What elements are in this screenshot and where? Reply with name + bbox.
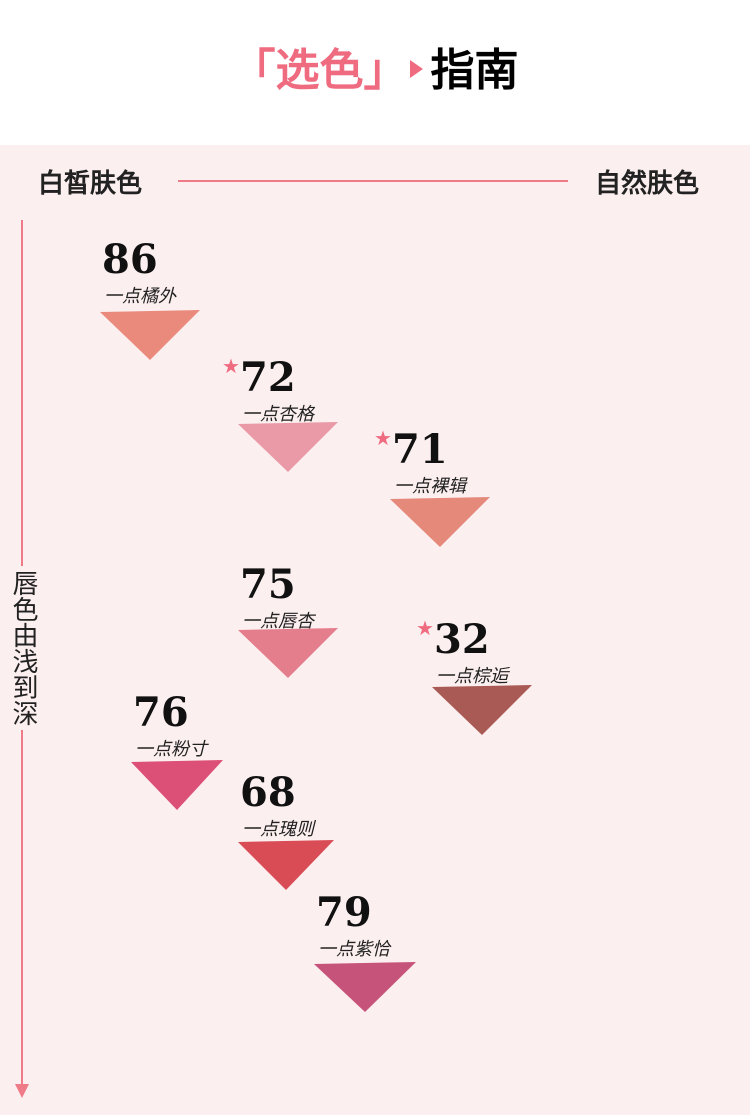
swatch xyxy=(100,310,200,360)
star: ★ xyxy=(374,426,392,450)
left-label: 白皙肤色 xyxy=(38,169,143,199)
shade-code: 68 xyxy=(240,769,296,816)
swatch xyxy=(131,760,223,810)
swatch xyxy=(432,685,532,735)
swatch-shape xyxy=(390,497,490,547)
shade-code: 72 xyxy=(240,354,296,401)
swatch xyxy=(238,422,338,472)
shade-code: 86 xyxy=(102,236,158,283)
shade-name: 一点棕逅 xyxy=(436,666,508,687)
title-main: 指南 xyxy=(430,45,519,96)
shade-code: 76 xyxy=(133,689,189,736)
swatch xyxy=(238,840,334,890)
shade-name: 一点橘外 xyxy=(104,286,176,307)
arrow-head xyxy=(15,1084,29,1098)
shade-name: 一点裸辑 xyxy=(394,476,466,497)
swatch xyxy=(390,497,490,547)
shade-code: 32 xyxy=(434,616,490,663)
swatch-shape xyxy=(432,685,532,735)
swatch-shape xyxy=(238,422,338,472)
shade-name: 一点杏格 xyxy=(242,404,314,425)
swatch-shape xyxy=(314,962,416,1012)
star: ★ xyxy=(222,354,240,378)
shade-code: 71 xyxy=(392,426,448,473)
background xyxy=(0,145,750,1115)
shade-name: 一点紫恰 xyxy=(318,939,390,960)
title-pointer xyxy=(409,60,423,78)
shade-name: 一点唇杏 xyxy=(242,611,314,632)
shade-code: 75 xyxy=(240,561,296,608)
title: 「选色」 指南 xyxy=(0,34,750,98)
swatch-shape xyxy=(238,840,334,890)
horizontal-line xyxy=(178,180,568,182)
title-bracket: 「选色」 xyxy=(231,45,408,96)
swatch-shape xyxy=(238,628,338,678)
vertical-label: 唇色由浅到深 xyxy=(6,566,38,730)
shade-name: 一点瑰则 xyxy=(242,819,314,840)
right-label: 自然肤色 xyxy=(595,169,700,199)
shade-code: 79 xyxy=(316,889,372,936)
star: ★ xyxy=(416,616,434,640)
swatch xyxy=(314,962,416,1012)
shade-name: 一点粉寸 xyxy=(135,739,207,760)
swatch-shape xyxy=(131,760,223,810)
swatch xyxy=(238,628,338,678)
swatch-shape xyxy=(100,310,200,360)
